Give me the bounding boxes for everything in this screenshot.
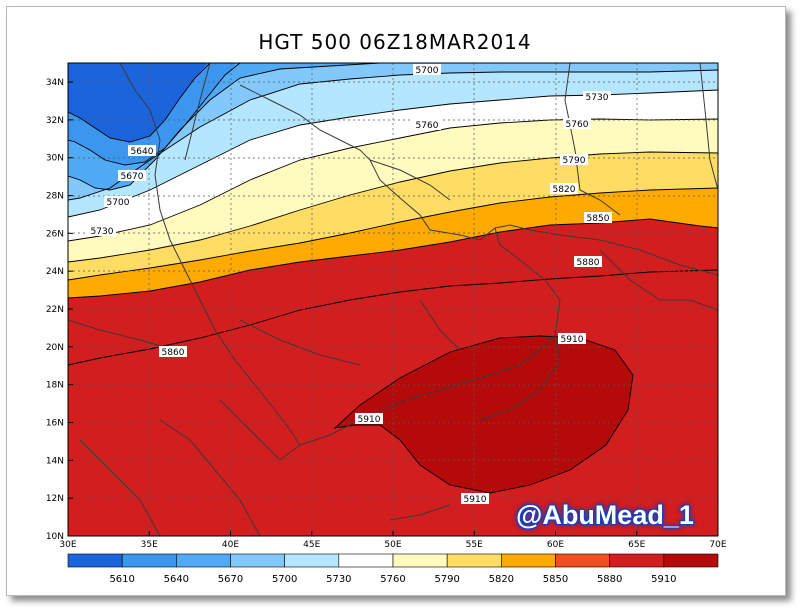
contour-label: 5910	[558, 333, 586, 345]
svg-text:5700: 5700	[107, 198, 130, 208]
band-5700-5730	[68, 63, 718, 200]
lon-tick-label: 65E	[628, 540, 645, 550]
lon-tick-label: 45E	[303, 540, 320, 550]
legend-swatch	[67, 553, 123, 568]
lon-axis: 30E 35E 40E 45E 50E 55E 60E 65E 70E	[59, 531, 727, 550]
svg-text:5670: 5670	[121, 172, 144, 182]
lat-tick-label: 12N	[46, 494, 64, 504]
lat-tick-label: 34N	[46, 78, 64, 88]
band-above-5910	[335, 336, 633, 493]
lat-tick-label: 30N	[46, 154, 64, 164]
svg-text:5880: 5880	[577, 258, 600, 268]
watermark-handle: @AbuMead_1	[516, 500, 694, 530]
contour-label: 5760	[413, 119, 441, 131]
contour-fields	[68, 63, 718, 536]
lon-tick-label: 40E	[222, 540, 239, 550]
svg-text:5700: 5700	[416, 66, 439, 76]
contour-label: 5640	[128, 145, 156, 157]
svg-text:5910: 5910	[464, 495, 487, 505]
contour-label: 5820	[550, 183, 578, 195]
contour-label: 5910	[461, 493, 489, 505]
contour-label: 5700	[104, 196, 132, 208]
lon-tick-label: 55E	[466, 540, 483, 550]
legend-swatch	[446, 553, 502, 568]
svg-text:5730: 5730	[91, 227, 114, 237]
legend-swatch	[501, 553, 556, 568]
contour-label: 5880	[574, 256, 602, 268]
svg-text:5910: 5910	[561, 335, 584, 345]
svg-text:5850: 5850	[587, 214, 610, 224]
svg-text:5730: 5730	[586, 93, 609, 103]
legend-swatch	[663, 553, 719, 568]
legend-level-label: 5850	[543, 574, 568, 585]
lat-tick-label: 26N	[46, 229, 64, 239]
contour-label: 5910	[355, 413, 383, 425]
legend-level-label: 5760	[380, 574, 405, 585]
lat-tick-label: 24N	[46, 267, 64, 277]
lat-tick-label: 28N	[46, 192, 64, 202]
legend-level-label: 5700	[272, 574, 297, 585]
contour-label: 5730	[583, 91, 611, 103]
legend-swatch	[121, 553, 177, 568]
svg-text:5760: 5760	[416, 121, 439, 131]
svg-text:5790: 5790	[563, 156, 586, 166]
contour-label: 5850	[584, 212, 612, 224]
lat-tick-label: 20N	[46, 343, 64, 353]
legend-level-label: 5640	[164, 574, 189, 585]
legend-swatch	[609, 553, 665, 568]
legend-swatch	[555, 553, 610, 568]
svg-text:5860: 5860	[162, 348, 185, 358]
lat-tick-label: 18N	[46, 381, 64, 391]
contour-labels: 5700 5730 5760 5640 5670 5700 5730 5760 5790 5820…	[88, 64, 612, 505]
color-legend: 5610 5640 5670 5700 5730 5760 5790 5820 5850 5880…	[67, 553, 719, 585]
contour-label: 5790	[560, 154, 588, 166]
lon-tick-label: 50E	[384, 540, 401, 550]
svg-text:5640: 5640	[131, 147, 154, 157]
contour-label: 5730	[88, 225, 116, 237]
legend-level-label: 5820	[489, 574, 514, 585]
lat-tick-label: 32N	[46, 116, 64, 126]
lat-tick-label: 14N	[46, 456, 64, 466]
legend-level-label: 5910	[651, 574, 676, 585]
legend-swatch	[176, 553, 231, 568]
legend-level-label: 5880	[597, 574, 622, 585]
lon-tick-label: 70E	[709, 540, 726, 550]
contour-label: 5860	[159, 346, 187, 358]
lat-axis: 10N 12N 14N 16N 18N 20N 22N 24N 26N 28N 30N 32N 34N	[46, 78, 73, 542]
legend-level-label: 5790	[434, 574, 459, 585]
lon-tick-label: 60E	[547, 540, 564, 550]
legend-swatch	[338, 553, 394, 568]
lon-tick-label: 30E	[59, 540, 76, 550]
contour-label: 5670	[118, 170, 146, 182]
lat-tick-label: 16N	[46, 419, 64, 429]
svg-text:5760: 5760	[566, 120, 589, 130]
contour-label: 5760	[563, 118, 591, 130]
map-title: HGT 500 06Z18MAR2014	[258, 30, 532, 54]
contour-lines	[68, 63, 718, 494]
band-5610-5640	[68, 63, 208, 142]
grid-lines	[68, 63, 718, 536]
legend-swatch	[230, 553, 285, 568]
svg-text:5910: 5910	[358, 415, 381, 425]
legend-swatch	[284, 553, 340, 568]
contour-label: 5700	[413, 64, 441, 76]
lat-tick-label: 22N	[46, 305, 64, 315]
legend-level-label: 5670	[218, 574, 243, 585]
lon-tick-label: 35E	[141, 540, 158, 550]
legend-swatch	[392, 553, 448, 568]
lat-tick-label: 10N	[46, 532, 64, 542]
svg-text:5820: 5820	[553, 185, 576, 195]
legend-level-label: 5610	[109, 574, 134, 585]
legend-level-label: 5730	[326, 574, 351, 585]
